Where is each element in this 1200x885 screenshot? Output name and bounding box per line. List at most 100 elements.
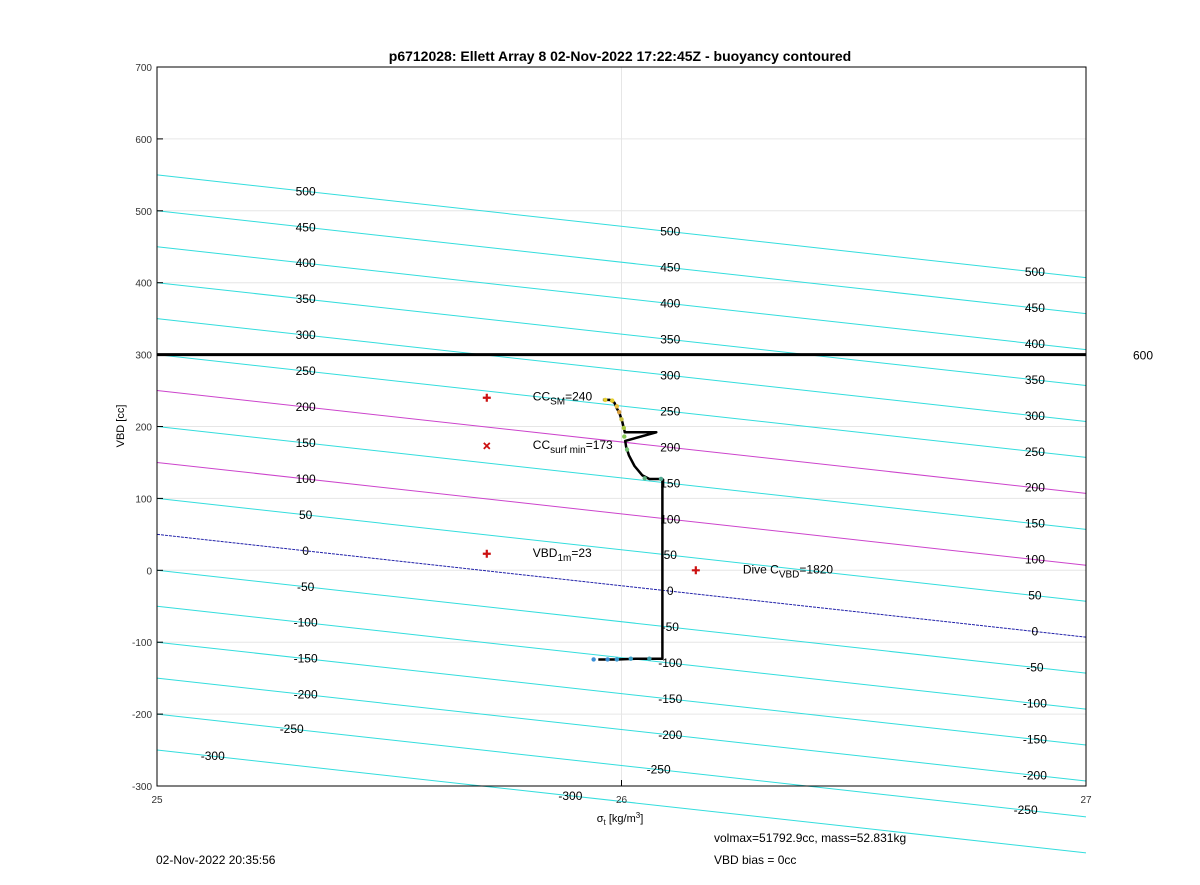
x-axis-label-sup: 3 [636, 811, 641, 820]
y-tick-label: 500 [135, 207, 152, 218]
x-tick-label: 26 [616, 795, 628, 806]
y-tick-label: 100 [135, 494, 152, 505]
contour-line [156, 426, 1087, 530]
footer-volmax: volmax=51792.9cc, mass=52.831kg [714, 831, 907, 845]
profile-sample-point [622, 434, 627, 439]
marker-plus [482, 549, 491, 558]
contour-label: 150 [660, 476, 680, 490]
chart-title: p6712028: Ellett Array 8 02-Nov-2022 17:… [389, 48, 851, 64]
profile-sample-point [658, 476, 664, 482]
contour-label: -200 [1023, 768, 1047, 782]
contour-label: -50 [297, 580, 315, 594]
marker-plus [691, 566, 700, 575]
y-tick-label: 600 [135, 135, 152, 146]
contour-label: -100 [658, 656, 682, 670]
contour-label: 100 [660, 512, 680, 526]
contour-line [156, 210, 1087, 315]
contour-label: 500 [660, 225, 680, 239]
contour-label: 300 [1025, 409, 1045, 423]
contour-label: 300 [660, 368, 680, 382]
contour-label: 200 [296, 400, 316, 414]
profile-sample-point [647, 656, 652, 661]
contour-label: 150 [1025, 517, 1045, 531]
contour-line [156, 533, 1087, 638]
reference-line-label: 600 [1133, 349, 1153, 363]
x-tick-label: 27 [1080, 795, 1092, 806]
profile-sample-point [619, 417, 624, 422]
x-axis-label-symbol: σ [597, 813, 604, 825]
contour-label: -150 [294, 652, 318, 666]
contour-label: 50 [664, 548, 678, 562]
contour-label: -100 [294, 616, 318, 630]
contour-line [156, 569, 1087, 674]
contour-label: -150 [658, 692, 682, 706]
contour-line [156, 605, 1087, 710]
y-tick-label: -200 [132, 710, 152, 721]
profile-sample-point [591, 657, 596, 662]
contour-label: 100 [296, 472, 316, 486]
contour-label: 200 [1025, 481, 1045, 495]
x-axis-label-unit: [kg/m [606, 813, 636, 825]
contour-label: 500 [296, 184, 316, 198]
y-tick-label: 400 [135, 279, 152, 290]
marker-label: Dive CVBD=1820 [743, 562, 834, 580]
x-axis-label-end: ] [640, 813, 643, 825]
contour-label: -200 [294, 688, 318, 702]
contour-label: -300 [558, 789, 582, 803]
contour-label: 350 [660, 333, 680, 347]
x-axis-label: σt [kg/m3] [597, 811, 644, 827]
contour-label: -100 [1023, 696, 1047, 710]
x-axis-label-sub: t [604, 818, 607, 827]
footer-vbd-bias: VBD bias = 0cc [714, 853, 797, 867]
contour-label: 250 [1025, 445, 1045, 459]
contour-label: 0 [667, 584, 674, 598]
contour-label: 450 [296, 220, 316, 234]
profile-sample-point [610, 398, 615, 403]
contour-line [156, 390, 1087, 494]
contour-line [156, 174, 1087, 279]
contour-line [156, 282, 1087, 387]
contour-line [156, 461, 1087, 566]
marker-label: CCsurf min=173 [533, 438, 613, 456]
profile-sample-point [614, 404, 620, 409]
contour-label: 400 [296, 256, 316, 270]
profile-sample-point [624, 447, 630, 452]
contour-label: -50 [662, 620, 680, 634]
profile-sample-point [614, 657, 620, 662]
profile-sample-point [603, 397, 608, 403]
contour-label: -250 [1014, 803, 1038, 817]
contour-label: 400 [660, 297, 680, 311]
y-tick-label: 0 [146, 566, 152, 577]
marker-label: CCSM=240 [533, 390, 593, 408]
contour-label: 400 [1025, 337, 1045, 351]
contour-label: -200 [658, 728, 682, 742]
grid-lines [156, 66, 1087, 787]
contour-line [156, 318, 1087, 422]
contour-line [156, 497, 1087, 602]
contour-label: 100 [1025, 553, 1045, 567]
contour-label: -150 [1023, 732, 1047, 746]
contour-label: 200 [660, 440, 680, 454]
contour-label: 250 [660, 404, 680, 418]
contour-labels: 500450400350300250200150100500-50-100-15… [201, 184, 1048, 817]
x-tick-label: 25 [151, 795, 163, 806]
y-tick-label: -300 [132, 782, 152, 793]
vbd-profile [591, 397, 664, 662]
contour-line [156, 354, 1087, 458]
contour-label: 50 [1028, 589, 1042, 603]
profile-sample-point [605, 657, 610, 662]
profile-sample-point [621, 425, 627, 431]
contour-label: 350 [296, 292, 316, 306]
marker-plus [482, 393, 491, 402]
y-tick-label: -100 [132, 638, 152, 649]
contour-line [156, 641, 1087, 746]
contour-label: 0 [302, 544, 309, 558]
footer-timestamp: 02-Nov-2022 20:35:56 [156, 853, 276, 867]
profile-sample-point [628, 656, 633, 661]
y-tick-label: 300 [135, 351, 152, 362]
contour-label: -50 [1026, 660, 1044, 674]
contour-label: 50 [299, 508, 313, 522]
contour-label: 450 [1025, 301, 1045, 315]
